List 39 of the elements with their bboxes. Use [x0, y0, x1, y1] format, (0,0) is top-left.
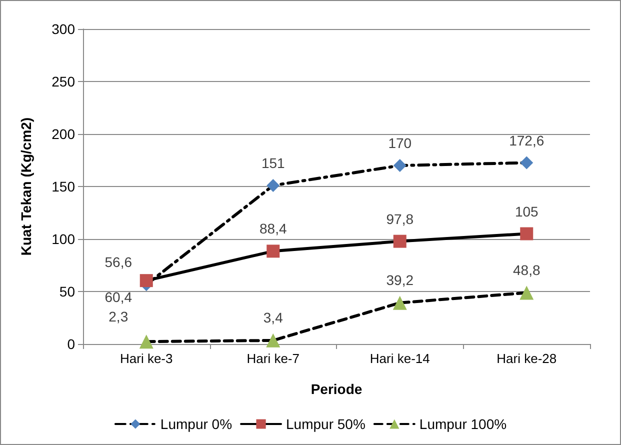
y-tick-label: 150: [52, 178, 76, 194]
data-label: 172,6: [509, 132, 544, 148]
y-axis-title: Kuat Tekan (Kg/cm2): [18, 117, 34, 256]
point: [266, 244, 280, 258]
point: [139, 334, 154, 349]
legend-label: Lumpur 100%: [419, 416, 507, 432]
x-tick-label: Hari ke-3: [120, 351, 173, 366]
data-label: 88,4: [260, 220, 287, 237]
data-label: 105: [514, 203, 539, 220]
point: [520, 156, 534, 170]
point: [266, 178, 280, 192]
data-label: 56,6: [104, 254, 132, 270]
point: [392, 296, 407, 310]
y-tick-label: 300: [52, 21, 76, 37]
point: [393, 234, 406, 248]
y-tick-label: 100: [52, 231, 76, 247]
y-tick-label: 50: [59, 284, 76, 300]
y-tick-label: 250: [52, 74, 76, 90]
x-tick-label: Hari ke-7: [246, 351, 300, 366]
data-label: 48,8: [513, 262, 540, 278]
point: [520, 286, 534, 300]
point: [393, 159, 406, 172]
x-axis-title: Periode: [310, 381, 362, 397]
x-tick-label: Hari ke-28: [496, 351, 557, 366]
data-label: 60,4: [104, 289, 132, 306]
y-tick-label: 0: [67, 336, 76, 352]
x-tick-label: Hari ke-14: [370, 351, 430, 366]
point: [520, 227, 534, 240]
point: [140, 274, 153, 288]
data-label: 39,2: [386, 272, 414, 288]
data-label: 2,3: [108, 308, 128, 325]
data-label: 170: [388, 135, 412, 151]
point: [266, 333, 280, 348]
legend-label: Lumpur 0%: [160, 416, 232, 432]
data-label: 3,4: [263, 309, 284, 326]
data-label: 151: [261, 154, 286, 171]
legend-label: Lumpur 50%: [286, 416, 366, 432]
y-tick-label: 200: [52, 126, 76, 142]
data-label: 97,8: [386, 210, 414, 227]
